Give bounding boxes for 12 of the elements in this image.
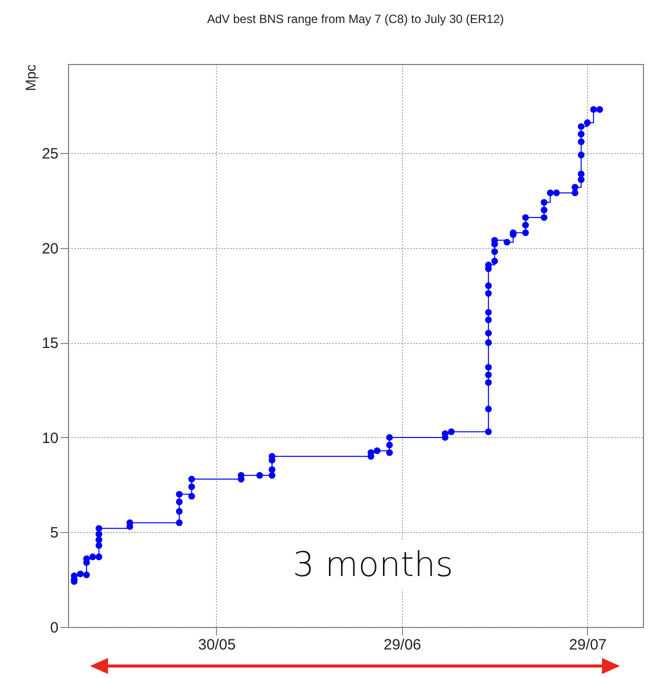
x-tick-label: 29/07	[569, 636, 607, 654]
y-tick-label: 15	[42, 335, 58, 352]
x-tick-label: 29/06	[384, 636, 422, 654]
y-tick-label: 25	[42, 146, 58, 163]
annotation: 3 months	[258, 540, 488, 590]
y-tick-label: 0	[50, 620, 58, 636]
y-tick-label: 5	[50, 524, 58, 542]
x-tick-label: 30/05	[198, 636, 236, 654]
y-tick-label: 10	[42, 430, 58, 447]
y-tick-label: 20	[42, 240, 58, 258]
y-axis-title: Mpc	[22, 64, 38, 91]
chart-title: AdV best BNS range from May 7 (C8) to July 30 (ER12)	[207, 12, 504, 26]
